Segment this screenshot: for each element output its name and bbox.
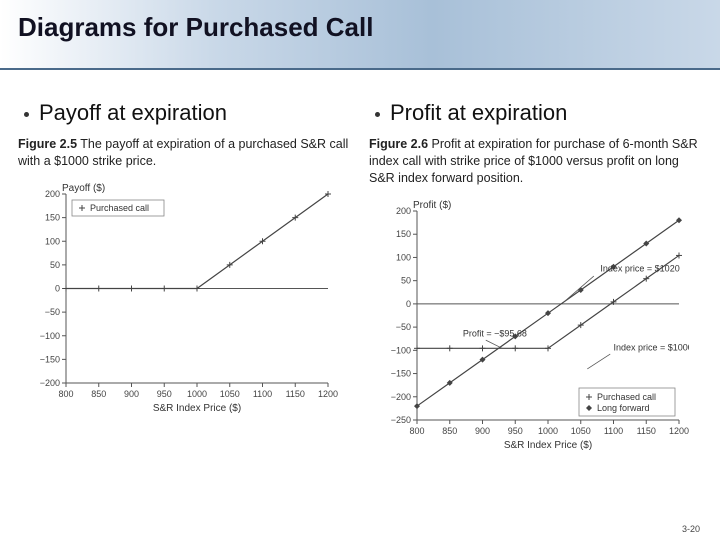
svg-text:200: 200 <box>396 206 411 216</box>
caption-left-bold: Figure 2.5 <box>18 137 77 151</box>
svg-text:900: 900 <box>124 389 139 399</box>
svg-text:1150: 1150 <box>286 389 305 399</box>
svg-text:0: 0 <box>406 299 411 309</box>
payoff-chart: −200 −150 −100 −50 0 50 100 150 200 800 850 900 950 1… <box>18 180 338 415</box>
svg-text:1200: 1200 <box>318 389 338 399</box>
svg-text:−200: −200 <box>40 378 60 388</box>
svg-text:1000: 1000 <box>187 389 207 399</box>
header-band: Diagrams for Purchased Call <box>0 0 720 70</box>
svg-text:0: 0 <box>55 283 60 293</box>
right-column: Profit at expiration Figure 2.6 Profit a… <box>369 100 702 452</box>
svg-text:950: 950 <box>157 389 172 399</box>
svg-text:1150: 1150 <box>637 426 656 436</box>
caption-right-bold: Figure 2.6 <box>369 137 428 151</box>
content-columns: Payoff at expiration Figure 2.5 The payo… <box>0 70 720 452</box>
bullet-row-right: Profit at expiration <box>369 100 702 126</box>
svg-text:1200: 1200 <box>669 426 689 436</box>
bullet-icon <box>24 112 29 117</box>
svg-text:100: 100 <box>396 252 411 262</box>
svg-text:−50: −50 <box>45 307 60 317</box>
svg-text:50: 50 <box>50 260 60 270</box>
svg-text:−250: −250 <box>391 415 411 425</box>
svg-text:150: 150 <box>396 229 411 239</box>
svg-text:950: 950 <box>508 426 523 436</box>
bullet-text-right: Profit at expiration <box>390 100 567 126</box>
svg-text:Profit ($): Profit ($) <box>413 200 451 211</box>
svg-text:1000: 1000 <box>538 426 558 436</box>
svg-text:150: 150 <box>45 212 60 222</box>
svg-text:−100: −100 <box>391 345 411 355</box>
bullet-icon <box>375 112 380 117</box>
slide-title: Diagrams for Purchased Call <box>18 12 720 43</box>
svg-text:100: 100 <box>45 236 60 246</box>
svg-text:850: 850 <box>442 426 457 436</box>
svg-text:800: 800 <box>58 389 73 399</box>
svg-text:−150: −150 <box>40 354 60 364</box>
svg-text:800: 800 <box>409 426 424 436</box>
svg-text:Index price = $1020: Index price = $1020 <box>600 263 679 273</box>
svg-text:1100: 1100 <box>604 426 623 436</box>
left-column: Payoff at expiration Figure 2.5 The payo… <box>18 100 351 452</box>
svg-text:1050: 1050 <box>220 389 240 399</box>
svg-text:Payoff ($): Payoff ($) <box>62 183 105 194</box>
svg-text:−200: −200 <box>391 391 411 401</box>
svg-text:Purchased call: Purchased call <box>597 392 656 402</box>
caption-left: Figure 2.5 The payoff at expiration of a… <box>18 136 351 170</box>
svg-text:−150: −150 <box>391 368 411 378</box>
svg-text:S&R Index Price ($): S&R Index Price ($) <box>504 440 592 451</box>
svg-text:Long forward: Long forward <box>597 403 650 413</box>
svg-text:50: 50 <box>401 275 411 285</box>
bullet-text-left: Payoff at expiration <box>39 100 227 126</box>
bullet-row-left: Payoff at expiration <box>18 100 351 126</box>
profit-chart: −250 −200 −150 −100 −50 0 50 100 150 200 800 850 900… <box>369 197 689 452</box>
caption-right: Figure 2.6 Profit at expiration for purc… <box>369 136 702 187</box>
svg-text:S&R Index Price ($): S&R Index Price ($) <box>153 403 241 414</box>
svg-text:850: 850 <box>91 389 106 399</box>
svg-text:Profit = −$95.68: Profit = −$95.68 <box>463 328 527 338</box>
page-number: 3-20 <box>682 524 700 534</box>
svg-text:900: 900 <box>475 426 490 436</box>
svg-text:200: 200 <box>45 189 60 199</box>
svg-text:−50: −50 <box>396 322 411 332</box>
svg-text:Index price = $1000: Index price = $1000 <box>614 342 690 352</box>
svg-text:Purchased call: Purchased call <box>90 203 149 213</box>
svg-text:1050: 1050 <box>571 426 591 436</box>
svg-text:1100: 1100 <box>253 389 272 399</box>
svg-text:−100: −100 <box>40 331 60 341</box>
